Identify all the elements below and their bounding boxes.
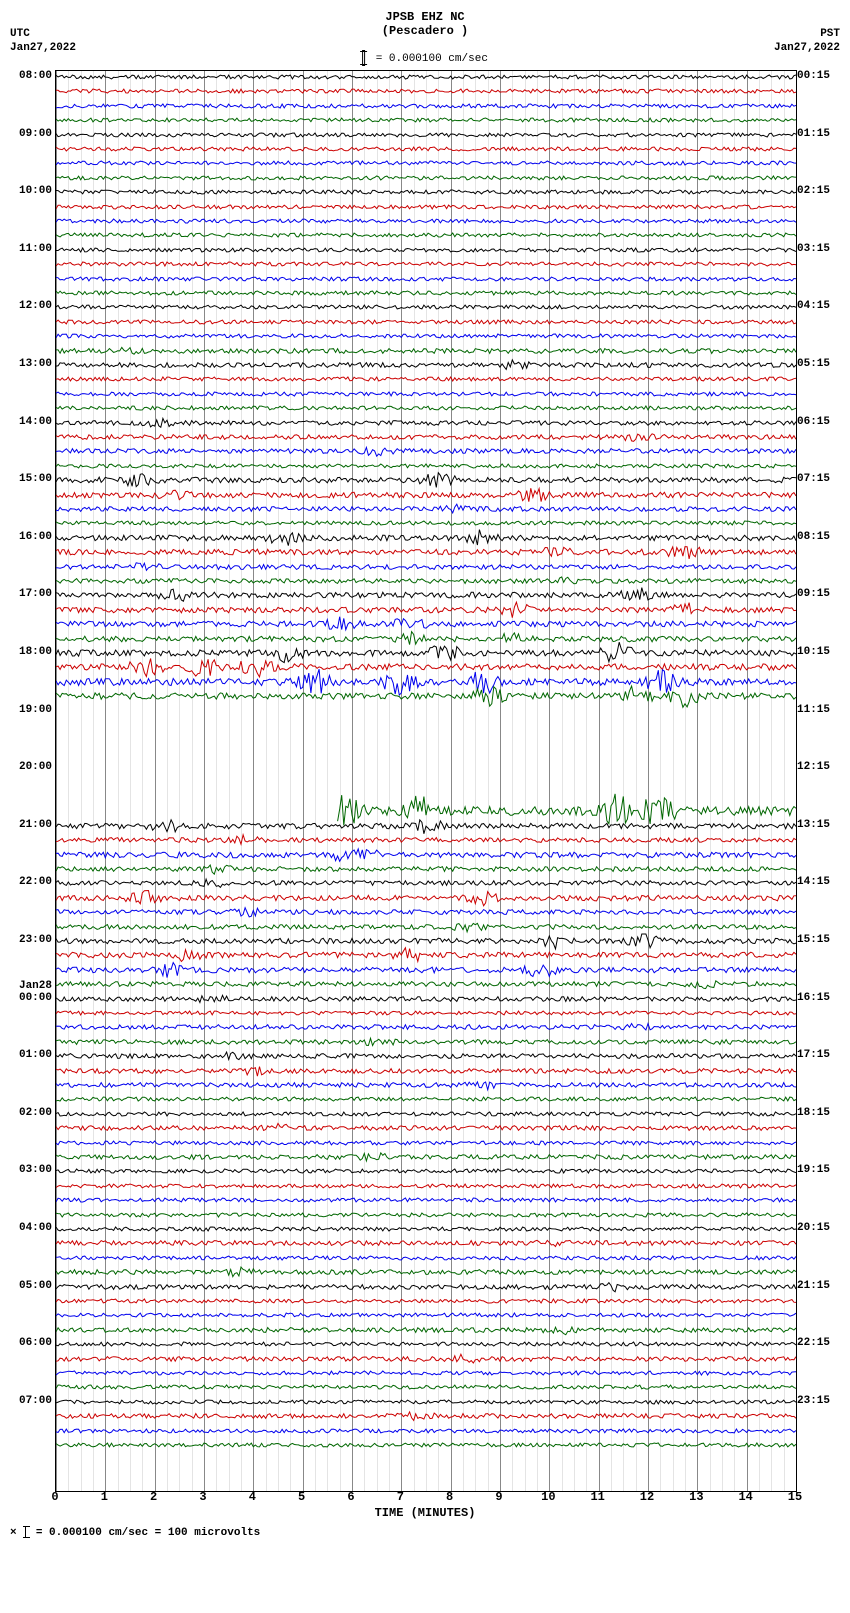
- utc-time-label: 08:00: [10, 70, 52, 82]
- utc-time-label: 20:00: [10, 761, 52, 773]
- pst-time-label: 06:15: [797, 416, 840, 428]
- x-tick: 2: [150, 1490, 157, 1504]
- x-axis-label: TIME (MINUTES): [375, 1506, 476, 1520]
- utc-time-label: 05:00: [10, 1280, 52, 1292]
- pst-time-label: 01:15: [797, 128, 840, 140]
- gridline: [796, 71, 797, 1491]
- utc-time-label: 10:00: [10, 185, 52, 197]
- plot-area: 08:00 09:00 10:00 11:00 12:00 13:00 14:00 15:00…: [10, 70, 840, 1520]
- utc-time-label: 02:00: [10, 1107, 52, 1119]
- x-tick: 1: [101, 1490, 108, 1504]
- footer-scale: × = 0.000100 cm/sec = 100 microvolts: [10, 1526, 840, 1539]
- x-tick: 14: [738, 1490, 752, 1504]
- footer-scale-bar-icon: [25, 1526, 27, 1538]
- utc-time-label: 04:00: [10, 1222, 52, 1234]
- x-tick: 10: [541, 1490, 555, 1504]
- pst-time-label: 05:15: [797, 358, 840, 370]
- utc-time-label: 12:00: [10, 300, 52, 312]
- scale-label: = 0.000100 cm/sec: [376, 53, 488, 65]
- chart-box: [55, 70, 797, 1492]
- x-tick: 13: [689, 1490, 703, 1504]
- x-tick: 9: [495, 1490, 502, 1504]
- x-tick: 5: [298, 1490, 305, 1504]
- pst-time-label: 17:15: [797, 1049, 840, 1061]
- pst-time-label: 07:15: [797, 473, 840, 485]
- utc-time-label: 03:00: [10, 1164, 52, 1176]
- pst-time-label: 00:15: [797, 70, 840, 82]
- pst-time-label: 02:15: [797, 185, 840, 197]
- utc-time-label: 07:00: [10, 1395, 52, 1407]
- utc-time-label: 16:00: [10, 531, 52, 543]
- left-timezone: UTC: [10, 28, 30, 40]
- x-tick: 7: [397, 1490, 404, 1504]
- pst-time-label: 03:15: [797, 243, 840, 255]
- pst-time-label: 09:15: [797, 588, 840, 600]
- utc-time-label: 21:00: [10, 819, 52, 831]
- footer-prefix: ×: [10, 1527, 17, 1539]
- pst-time-label: 10:15: [797, 646, 840, 658]
- utc-time-label: 17:00: [10, 588, 52, 600]
- utc-time-label: 19:00: [10, 704, 52, 716]
- utc-time-label: 18:00: [10, 646, 52, 658]
- pst-time-label: 22:15: [797, 1337, 840, 1349]
- pst-time-label: 18:15: [797, 1107, 840, 1119]
- pst-time-label: 08:15: [797, 531, 840, 543]
- x-tick: 6: [347, 1490, 354, 1504]
- utc-time-label: 22:00: [10, 876, 52, 888]
- utc-time-label: 15:00: [10, 473, 52, 485]
- right-date: Jan27,2022: [774, 42, 840, 54]
- x-tick: 8: [446, 1490, 453, 1504]
- station-name: (Pescadero ): [382, 24, 468, 38]
- pst-time-label: 13:15: [797, 819, 840, 831]
- utc-time-label: 14:00: [10, 416, 52, 428]
- x-tick: 12: [640, 1490, 654, 1504]
- scale-indicator: = 0.000100 cm/sec: [362, 50, 488, 66]
- x-axis: TIME (MINUTES) 0123456789101112131415: [55, 1490, 795, 1520]
- utc-time-label: 11:00: [10, 243, 52, 255]
- utc-time-label: 01:00: [10, 1049, 52, 1061]
- pst-time-label: 14:15: [797, 876, 840, 888]
- x-tick: 11: [590, 1490, 604, 1504]
- station-code: JPSB EHZ NC: [385, 10, 464, 24]
- utc-time-label: 06:00: [10, 1337, 52, 1349]
- left-date: Jan27,2022: [10, 42, 76, 54]
- pst-time-label: 12:15: [797, 761, 840, 773]
- date-break-label: Jan28: [10, 980, 52, 992]
- footer-scale-label: = 0.000100 cm/sec = 100 microvolts: [36, 1527, 260, 1539]
- pst-time-label: 20:15: [797, 1222, 840, 1234]
- scale-bar-icon: [362, 50, 365, 66]
- utc-time-label: 00:00: [10, 992, 52, 1004]
- pst-time-label: 04:15: [797, 300, 840, 312]
- pst-time-label: 23:15: [797, 1395, 840, 1407]
- pst-time-label: 16:15: [797, 992, 840, 1004]
- pst-time-label: 15:15: [797, 934, 840, 946]
- utc-time-label: 23:00: [10, 934, 52, 946]
- pst-time-label: 19:15: [797, 1164, 840, 1176]
- right-timezone: PST: [820, 28, 840, 40]
- x-tick: 15: [788, 1490, 802, 1504]
- pst-time-label: 21:15: [797, 1280, 840, 1292]
- x-tick: 4: [249, 1490, 256, 1504]
- seismogram-plot: JPSB EHZ NC (Pescadero ) UTC Jan27,2022 …: [10, 10, 840, 1539]
- x-tick: 0: [51, 1490, 58, 1504]
- x-tick: 3: [199, 1490, 206, 1504]
- utc-time-label: 09:00: [10, 128, 52, 140]
- utc-time-label: 13:00: [10, 358, 52, 370]
- pst-time-label: 11:15: [797, 704, 840, 716]
- plot-header: JPSB EHZ NC (Pescadero ) UTC Jan27,2022 …: [10, 10, 840, 70]
